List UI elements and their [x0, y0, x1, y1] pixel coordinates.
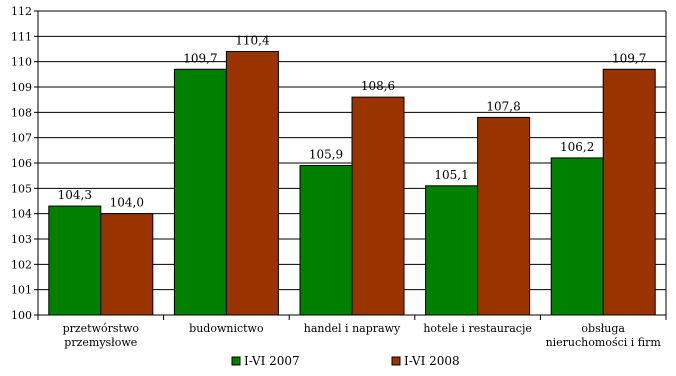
x-tick-label: obsługa: [581, 322, 625, 335]
legend-swatch: [231, 356, 241, 366]
bar: [173, 68, 227, 316]
bar: [225, 51, 279, 316]
data-label: 105,1: [434, 168, 468, 182]
bar: [351, 96, 405, 316]
bars: [48, 51, 656, 316]
legend-label: I-VI 2008: [404, 354, 460, 368]
data-label: 109,7: [183, 51, 217, 65]
bar: [100, 213, 154, 316]
bar: [299, 165, 353, 316]
data-label: 104,0: [110, 196, 144, 210]
data-label: 109,7: [612, 51, 646, 65]
x-tick-label: nieruchomości i firm: [546, 336, 662, 349]
y-tick-label: 109: [11, 81, 32, 94]
data-label: 106,2: [560, 140, 594, 154]
y-tick-label: 106: [11, 157, 32, 170]
y-tick-label: 101: [11, 284, 32, 297]
data-label: 108,6: [361, 79, 395, 93]
y-tick-label: 102: [11, 258, 32, 271]
y-tick-label: 111: [11, 30, 32, 43]
y-tick-label: 105: [11, 182, 32, 195]
legend: I-VI 2007 I-VI 2008: [231, 354, 460, 368]
y-tick-labels: 100 101 102 103 104 105 106 107 108 109 110 111 112: [11, 5, 32, 322]
legend-label: I-VI 2007: [244, 354, 300, 368]
data-label: 107,8: [486, 99, 520, 113]
x-tick-label: przetwórstwo: [63, 322, 140, 335]
data-label: 104,3: [58, 188, 92, 202]
y-tick-label: 100: [11, 309, 32, 322]
x-tick-label: hotele i restauracje: [423, 322, 532, 335]
y-tick-label: 107: [11, 132, 32, 145]
y-tick-label: 112: [11, 5, 32, 18]
x-tick-label: budownictwo: [189, 322, 264, 335]
data-label: 105,9: [309, 148, 343, 162]
bar: [550, 157, 604, 316]
y-tick-label: 103: [11, 233, 32, 246]
bar: [48, 205, 102, 316]
bar: [425, 185, 479, 316]
y-tick-label: 104: [11, 208, 32, 221]
bar: [477, 116, 531, 316]
bar: [602, 68, 656, 316]
x-tick-label: przemysłowe: [64, 336, 137, 349]
data-labels: 104,3 109,7 105,9 105,1 106,2 104,0 110,4 108,6…: [58, 34, 647, 210]
y-tick-label: 110: [11, 56, 32, 69]
legend-swatch: [391, 356, 401, 366]
y-tick-label: 108: [11, 106, 32, 119]
data-label: 110,4: [235, 34, 270, 48]
x-tick-label: handel i naprawy: [304, 322, 401, 335]
axes: [34, 10, 667, 320]
